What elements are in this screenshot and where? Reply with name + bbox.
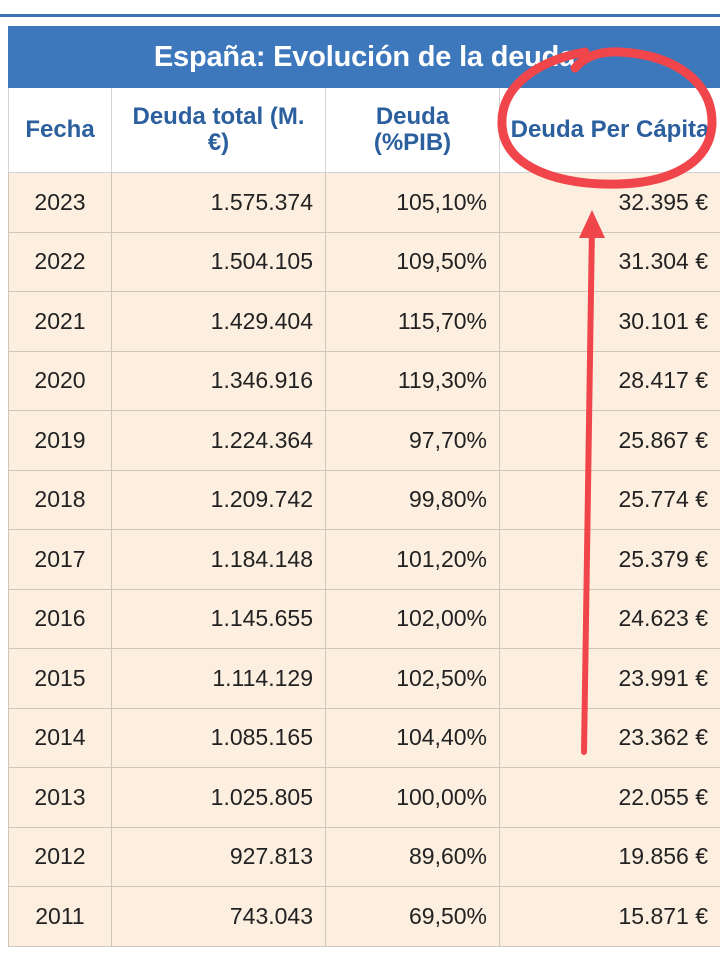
cell-deuda-per-capita: 25.379 € xyxy=(499,529,720,590)
cell-fecha: 2012 xyxy=(8,826,112,887)
cell-deuda-per-capita: 19.856 € xyxy=(499,826,720,887)
cell-deuda-pib: 101,20% xyxy=(325,529,500,590)
table-row: 2014 1.085.165 104,40% 23.362 € xyxy=(8,707,720,768)
table-row: 2022 1.504.105 109,50% 31.304 € xyxy=(8,231,720,292)
table-row: 2016 1.145.655 102,00% 24.623 € xyxy=(8,588,720,649)
cell-fecha: 2013 xyxy=(8,767,112,828)
table-row: 2023 1.575.374 105,10% 32.395 € xyxy=(8,172,720,233)
cell-deuda-pib: 89,60% xyxy=(325,826,500,887)
cell-deuda-total: 1.346.916 xyxy=(111,350,326,411)
cell-fecha: 2014 xyxy=(8,707,112,768)
column-header-deuda-pib: Deuda (%PIB) xyxy=(325,87,500,173)
column-header-fecha: Fecha xyxy=(8,87,112,173)
cell-deuda-per-capita: 15.871 € xyxy=(499,886,720,947)
column-header-deuda-total: Deuda total (M. €) xyxy=(111,87,326,173)
cell-deuda-total: 1.114.129 xyxy=(111,648,326,709)
cell-deuda-total: 1.575.374 xyxy=(111,172,326,233)
cell-deuda-total: 1.504.105 xyxy=(111,231,326,292)
cell-deuda-per-capita: 23.991 € xyxy=(499,648,720,709)
cell-deuda-per-capita: 28.417 € xyxy=(499,350,720,411)
cell-fecha: 2023 xyxy=(8,172,112,233)
cell-deuda-total: 1.145.655 xyxy=(111,588,326,649)
cell-fecha: 2018 xyxy=(8,469,112,530)
cell-deuda-total: 1.224.364 xyxy=(111,410,326,471)
cell-deuda-pib: 109,50% xyxy=(325,231,500,292)
table-row: 2021 1.429.404 115,70% 30.101 € xyxy=(8,291,720,352)
cell-fecha: 2020 xyxy=(8,350,112,411)
cell-fecha: 2016 xyxy=(8,588,112,649)
table-row: 2011 743.043 69,50% 15.871 € xyxy=(8,886,720,947)
cell-deuda-total: 1.025.805 xyxy=(111,767,326,828)
top-divider xyxy=(0,14,720,17)
cell-deuda-per-capita: 22.055 € xyxy=(499,767,720,828)
table-row: 2018 1.209.742 99,80% 25.774 € xyxy=(8,469,720,530)
cell-deuda-total: 1.209.742 xyxy=(111,469,326,530)
table-title: España: Evolución de la deuda xyxy=(8,26,720,88)
table-row: 2013 1.025.805 100,00% 22.055 € xyxy=(8,767,720,828)
cell-fecha: 2021 xyxy=(8,291,112,352)
table-row: 2017 1.184.148 101,20% 25.379 € xyxy=(8,529,720,590)
cell-deuda-pib: 97,70% xyxy=(325,410,500,471)
cell-deuda-pib: 115,70% xyxy=(325,291,500,352)
table-row: 2015 1.114.129 102,50% 23.991 € xyxy=(8,648,720,709)
cell-deuda-per-capita: 32.395 € xyxy=(499,172,720,233)
debt-evolution-table: España: Evolución de la deuda Fecha Deud… xyxy=(8,26,720,947)
cell-deuda-pib: 105,10% xyxy=(325,172,500,233)
cell-deuda-per-capita: 31.304 € xyxy=(499,231,720,292)
cell-deuda-pib: 100,00% xyxy=(325,767,500,828)
cell-deuda-per-capita: 23.362 € xyxy=(499,707,720,768)
cell-deuda-total: 743.043 xyxy=(111,886,326,947)
debt-table-container: España: Evolución de la deuda Fecha Deud… xyxy=(8,26,720,947)
cell-deuda-total: 1.429.404 xyxy=(111,291,326,352)
column-header-deuda-per-capita: Deuda Per Cápita xyxy=(499,87,720,173)
table-row: 2012 927.813 89,60% 19.856 € xyxy=(8,826,720,887)
cell-deuda-pib: 102,00% xyxy=(325,588,500,649)
cell-fecha: 2011 xyxy=(8,886,112,947)
cell-deuda-per-capita: 25.774 € xyxy=(499,469,720,530)
cell-deuda-pib: 119,30% xyxy=(325,350,500,411)
cell-fecha: 2017 xyxy=(8,529,112,590)
cell-fecha: 2019 xyxy=(8,410,112,471)
cell-deuda-total: 1.085.165 xyxy=(111,707,326,768)
cell-deuda-pib: 102,50% xyxy=(325,648,500,709)
cell-deuda-pib: 69,50% xyxy=(325,886,500,947)
cell-deuda-pib: 104,40% xyxy=(325,707,500,768)
table-row: 2020 1.346.916 119,30% 28.417 € xyxy=(8,350,720,411)
cell-deuda-total: 927.813 xyxy=(111,826,326,887)
cell-deuda-per-capita: 25.867 € xyxy=(499,410,720,471)
cell-deuda-per-capita: 24.623 € xyxy=(499,588,720,649)
cell-deuda-total: 1.184.148 xyxy=(111,529,326,590)
table-row: 2019 1.224.364 97,70% 25.867 € xyxy=(8,410,720,471)
table-body: 2023 1.575.374 105,10% 32.395 €2022 1.504.10… xyxy=(8,172,720,947)
cell-deuda-pib: 99,80% xyxy=(325,469,500,530)
cell-fecha: 2022 xyxy=(8,231,112,292)
cell-deuda-per-capita: 30.101 € xyxy=(499,291,720,352)
column-header-row: Fecha Deuda total (M. €) Deuda (%PIB) De… xyxy=(8,87,720,173)
cell-fecha: 2015 xyxy=(8,648,112,709)
